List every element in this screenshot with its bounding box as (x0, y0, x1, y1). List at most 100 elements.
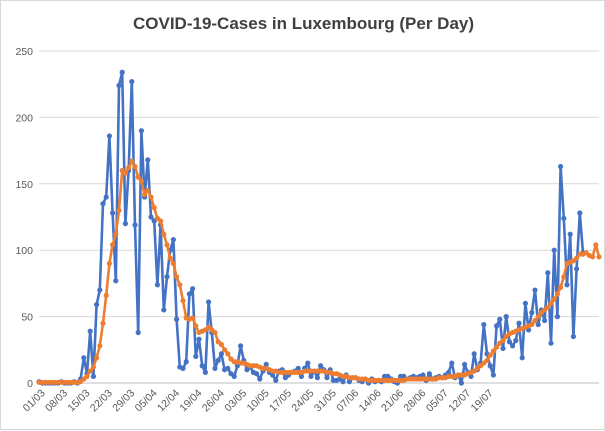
data-point (129, 158, 135, 164)
data-point (500, 345, 506, 352)
data-point (497, 316, 503, 322)
data-point (570, 333, 577, 340)
data-point (519, 355, 525, 361)
chart-title: COVID-19-Cases in Luxembourg (Per Day) (132, 14, 475, 33)
data-point (206, 299, 212, 305)
data-point (564, 282, 570, 288)
data-point (170, 236, 176, 243)
data-point (449, 360, 455, 366)
data-point (116, 207, 122, 213)
data-point (119, 69, 125, 75)
data-point (174, 316, 180, 322)
data-point (558, 284, 564, 290)
data-point (100, 201, 106, 207)
data-point (545, 270, 551, 276)
data-point (487, 363, 493, 369)
y-tick-label: 150 (15, 179, 33, 191)
data-point (494, 344, 500, 350)
data-point (561, 274, 567, 280)
data-point (462, 361, 468, 368)
data-point (218, 351, 224, 357)
data-point (314, 375, 320, 381)
data-point (346, 379, 352, 385)
data-point (103, 292, 109, 298)
data-point (151, 205, 157, 211)
data-point (574, 255, 580, 261)
data-point (97, 343, 103, 349)
data-point (516, 320, 522, 326)
x-tick-label: 12/07 (446, 387, 473, 414)
data-point (90, 364, 96, 370)
data-point (554, 291, 561, 297)
data-point (554, 314, 561, 320)
data-point (593, 242, 599, 248)
data-point (567, 231, 573, 237)
data-point (106, 260, 112, 267)
data-point (84, 373, 90, 379)
y-tick-label: 100 (15, 245, 33, 257)
data-point (113, 231, 119, 237)
data-point (490, 372, 496, 378)
x-tick-label: 14/06 (357, 387, 384, 414)
series-line-2 (37, 159, 601, 384)
data-point (167, 255, 173, 261)
data-point (212, 329, 218, 336)
data-point (161, 307, 167, 313)
data-point (138, 178, 144, 184)
data-point (532, 287, 538, 293)
data-point (225, 365, 231, 371)
x-tick-label: 07/06 (334, 387, 361, 414)
data-point (522, 300, 529, 306)
data-point (295, 365, 301, 371)
x-tick-label: 31/05 (312, 387, 339, 414)
data-point (254, 371, 260, 377)
data-point (324, 375, 330, 381)
x-tick-label: 17/05 (267, 387, 294, 414)
data-point (87, 368, 93, 374)
data-point (113, 278, 119, 284)
data-point (180, 365, 186, 371)
data-point (132, 163, 138, 170)
data-point (135, 174, 141, 180)
data-point (97, 287, 103, 293)
data-point (340, 379, 346, 385)
data-point (574, 266, 580, 272)
series-line-1 (37, 70, 585, 385)
data-point (122, 170, 128, 176)
data-point (446, 369, 452, 375)
data-point (222, 347, 228, 353)
data-point (532, 317, 538, 324)
x-tick-label: 22/03 (88, 387, 115, 414)
data-point (94, 302, 100, 308)
data-point (122, 221, 128, 227)
data-point (170, 260, 176, 267)
data-point (126, 165, 132, 171)
data-point (535, 321, 541, 328)
x-tick-label: 08/03 (43, 387, 70, 414)
x-tick-label: 05/04 (133, 387, 160, 414)
data-point (257, 376, 263, 382)
x-tick-label: 12/04 (155, 387, 182, 414)
data-point (458, 380, 464, 386)
data-point (542, 317, 548, 324)
data-point (513, 337, 519, 344)
data-point (298, 373, 304, 379)
data-point (273, 377, 279, 383)
data-point (116, 82, 122, 89)
data-point (551, 247, 557, 253)
data-point (318, 363, 324, 369)
data-point (193, 323, 199, 329)
y-tick-label: 250 (15, 46, 33, 58)
data-point (145, 187, 151, 194)
x-tick-label: 29/03 (110, 387, 137, 414)
data-point (202, 369, 208, 375)
x-tick-label: 21/06 (379, 387, 406, 414)
data-point (90, 373, 96, 379)
data-point (129, 78, 135, 85)
data-point (100, 320, 106, 326)
data-point (548, 340, 554, 346)
data-point (142, 191, 148, 198)
data-point (529, 310, 535, 316)
